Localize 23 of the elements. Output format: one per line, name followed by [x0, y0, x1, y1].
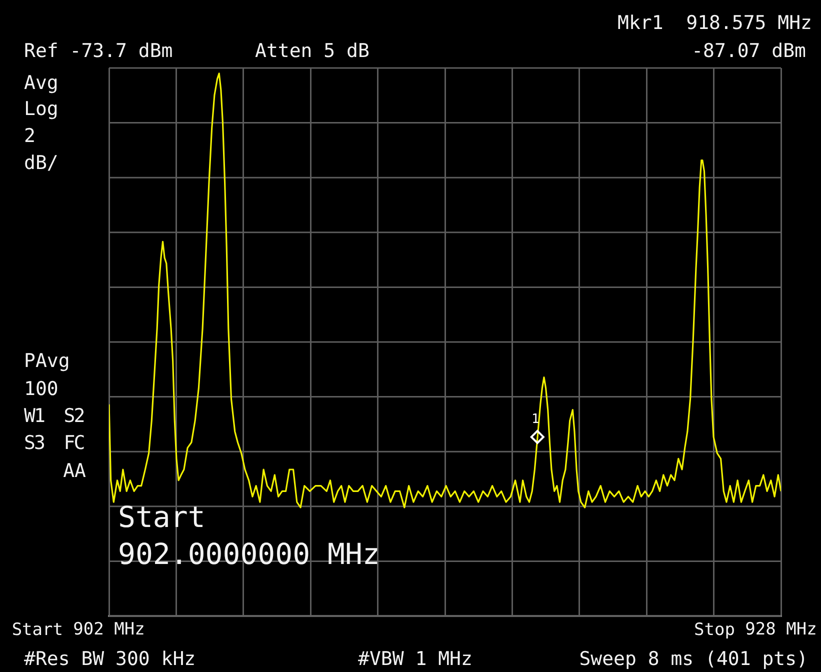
x-tick-label: 928 MHz [745, 620, 817, 640]
text: #VBW 1 MHz [358, 648, 472, 670]
text: PAvg [24, 350, 70, 372]
text: dB/ [24, 152, 58, 174]
text: Log [24, 98, 58, 120]
text: Stop [694, 619, 735, 641]
text: Avg [24, 72, 58, 94]
annotation: 1 [531, 412, 540, 427]
text: Mkr1 918.575 MHz [618, 12, 812, 34]
text: S3 FC [24, 432, 84, 454]
text: Sweep 8 ms (401 pts) [579, 648, 808, 670]
text: Atten 5 dB [255, 40, 370, 62]
text: 2 [24, 125, 36, 147]
text: AA [63, 460, 86, 482]
annotation: Start [118, 500, 206, 534]
text: -87.07 dBm [692, 40, 806, 62]
annotation: 902.0000000 MHz [118, 537, 380, 571]
x-tick-label: 902 MHz [73, 620, 145, 640]
text: W1 S2 [24, 405, 84, 427]
text: 100 [24, 378, 58, 400]
text: Start [12, 619, 63, 641]
text: Ref -73.7 dBm [24, 40, 173, 62]
text: #Res BW 300 kHz [24, 648, 196, 670]
